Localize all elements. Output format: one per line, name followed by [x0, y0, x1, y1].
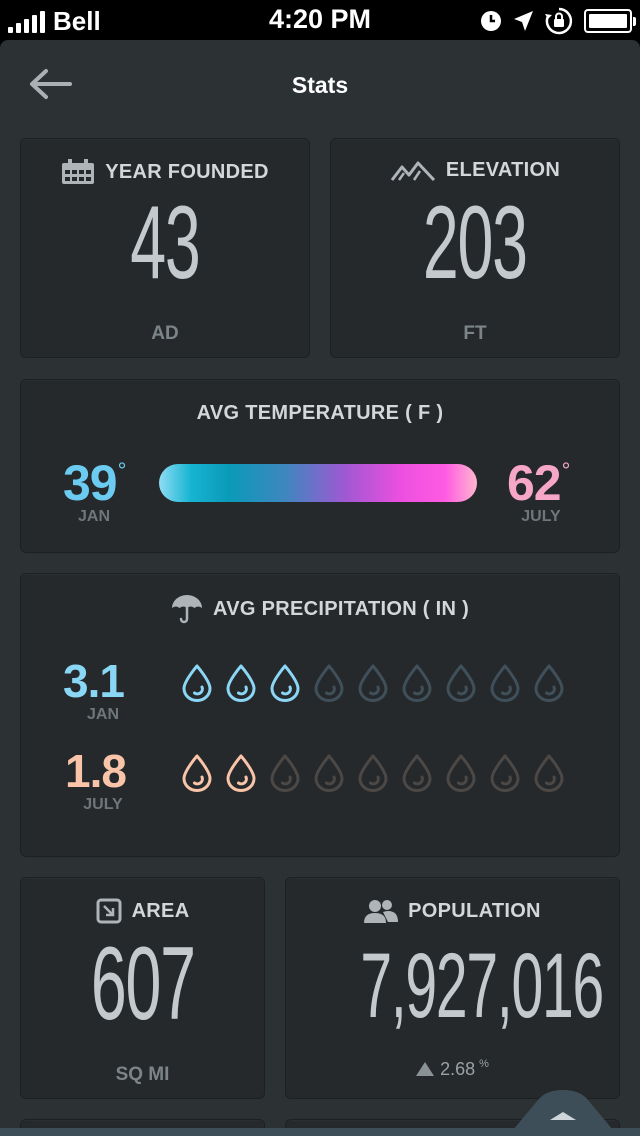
elevation-header: ELEVATION — [331, 159, 619, 182]
temperature-high-value: 62° — [507, 455, 570, 511]
precipitation-label: AVG PRECIPITATION ( IN ) — [212, 597, 470, 620]
up-triangle-icon — [416, 1062, 435, 1076]
water-drop-icon — [181, 664, 213, 702]
year-founded-unit: AD — [151, 323, 179, 344]
status-left: Bell — [8, 6, 101, 37]
water-drop-icon — [401, 754, 433, 792]
people-icon — [364, 900, 399, 923]
elevation-value: 203 — [423, 185, 528, 301]
population-growth: 2.68% — [286, 1058, 619, 1080]
status-right — [480, 6, 636, 36]
population-growth-value: 2.68 — [440, 1059, 476, 1079]
precipitation-jan-value: 3.1 — [63, 655, 125, 707]
water-drop-icon — [269, 754, 301, 792]
water-drop-icon — [313, 754, 345, 792]
status-time: 4:20 PM — [268, 4, 372, 34]
temperature-high-month: JULY — [521, 508, 561, 525]
umbrella-icon — [171, 595, 202, 624]
area-label: AREA — [131, 899, 190, 922]
area-unit: SQ MI — [115, 1064, 170, 1085]
signal-strength-icon — [8, 10, 45, 33]
alarm-clock-icon — [481, 11, 501, 31]
chevron-up-icon[interactable] — [508, 1086, 618, 1136]
elevation-label: ELEVATION — [445, 159, 561, 181]
year-founded-value: 43 — [130, 185, 200, 301]
precipitation-july-month: JULY — [83, 796, 123, 813]
water-drop-icon — [445, 664, 477, 702]
water-drop-icon — [357, 664, 389, 702]
stats-screen: Stats YEAR FOUNDED 43 AD ELEVATION — [0, 40, 640, 1136]
water-drop-icon — [489, 754, 521, 792]
precipitation-jan-month: JAN — [86, 706, 119, 723]
year-founded-label: YEAR FOUNDED — [105, 160, 269, 183]
mountain-icon — [390, 161, 435, 181]
population-growth-unit: % — [479, 1058, 489, 1070]
precipitation-july-value: 1.8 — [65, 745, 127, 797]
population-value: 7,927,016 — [360, 935, 604, 1037]
temperature-low-value: 39° — [63, 455, 126, 511]
water-drop-icon — [269, 664, 301, 702]
status-bar: Bell 4:20 PM — [0, 0, 640, 40]
year-founded-card: YEAR FOUNDED 43 AD — [20, 138, 310, 358]
back-arrow-icon[interactable] — [26, 64, 74, 104]
battery-icon — [584, 9, 636, 33]
bottom-drawer-strip — [0, 1128, 640, 1136]
water-drop-icon — [533, 754, 565, 792]
temperature-label: AVG TEMPERATURE ( F ) — [196, 402, 444, 424]
water-drop-icon — [313, 664, 345, 702]
water-drop-icon — [225, 664, 257, 702]
rotation-lock-icon — [545, 7, 573, 35]
area-card: AREA 607 SQ MI — [20, 877, 265, 1099]
water-drop-icon — [445, 754, 477, 792]
precipitation-card: AVG PRECIPITATION ( IN ) 3.1 JAN 1.8 JUL… — [20, 573, 620, 857]
water-drop-icon — [181, 754, 213, 792]
temperature-range-bar — [159, 464, 477, 502]
temperature-header: AVG TEMPERATURE ( F ) — [21, 402, 619, 425]
carrier-name: Bell — [53, 6, 101, 36]
elevation-unit: FT — [463, 323, 487, 344]
page-title: Stats — [291, 72, 349, 98]
precipitation-july-drops — [181, 754, 565, 792]
area-header: AREA — [21, 898, 264, 924]
population-header: POPULATION — [286, 898, 619, 924]
area-icon — [96, 898, 122, 924]
water-drop-icon — [489, 664, 521, 702]
precipitation-jan-drops — [181, 664, 565, 702]
year-founded-header: YEAR FOUNDED — [21, 159, 309, 185]
water-drop-icon — [533, 664, 565, 702]
elevation-card: ELEVATION 203 FT — [330, 138, 620, 358]
nav-bar: Stats — [0, 40, 640, 132]
precipitation-header: AVG PRECIPITATION ( IN ) — [21, 594, 619, 624]
location-arrow-icon — [514, 11, 533, 31]
water-drop-icon — [225, 754, 257, 792]
population-card: POPULATION 7,927,016 2.68% — [285, 877, 620, 1099]
water-drop-icon — [401, 664, 433, 702]
temperature-card: AVG TEMPERATURE ( F ) 39° JAN 62° JULY — [20, 379, 620, 553]
calendar-icon — [62, 159, 95, 184]
area-value: 607 — [90, 926, 196, 1042]
population-label: POPULATION — [408, 899, 541, 922]
water-drop-icon — [357, 754, 389, 792]
temperature-low-month: JAN — [77, 508, 110, 525]
